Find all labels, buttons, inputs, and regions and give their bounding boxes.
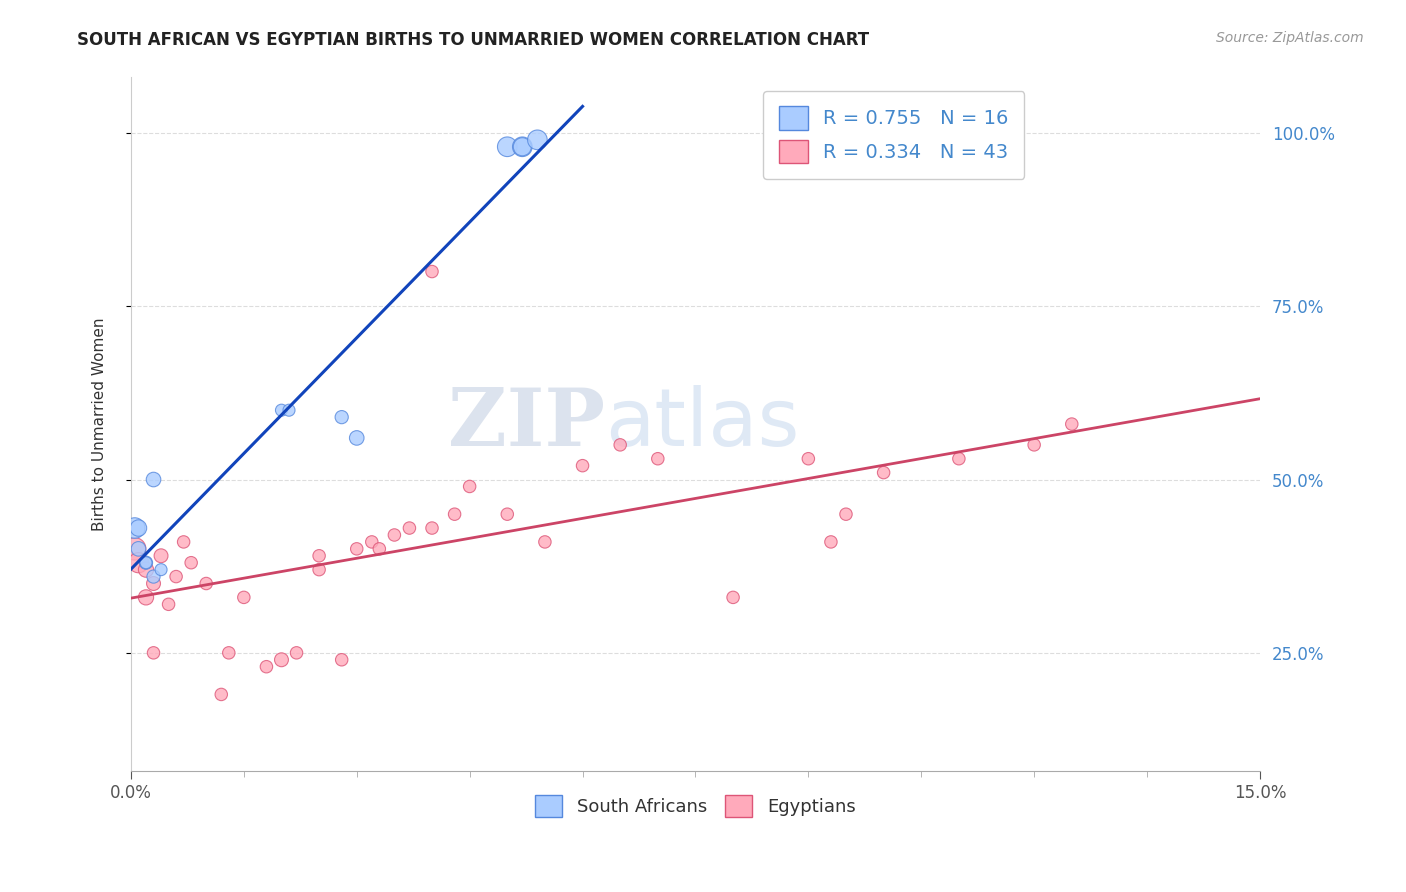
Point [609, 438, 631, 452]
Legend: South Africans, Egyptians: South Africans, Egyptians [529, 788, 863, 824]
Text: Source: ZipAtlas.com: Source: ZipAtlas.com [1216, 31, 1364, 45]
Point [368, 541, 391, 556]
Point [534, 535, 557, 549]
Point [150, 549, 173, 563]
Point [346, 541, 368, 556]
Point [458, 479, 481, 493]
Text: atlas: atlas [605, 385, 800, 463]
Point [142, 473, 165, 487]
Point [308, 563, 330, 577]
Point [142, 576, 165, 591]
Point [330, 653, 353, 667]
Point [135, 556, 157, 570]
Point [195, 576, 218, 591]
Text: SOUTH AFRICAN VS EGYPTIAN BIRTHS TO UNMARRIED WOMEN CORRELATION CHART: SOUTH AFRICAN VS EGYPTIAN BIRTHS TO UNMA… [77, 31, 869, 49]
Point [270, 653, 292, 667]
Point [512, 140, 534, 154]
Point [948, 451, 970, 466]
Point [218, 646, 240, 660]
Point [308, 549, 330, 563]
Point [398, 521, 420, 535]
Point [127, 556, 149, 570]
Point [165, 569, 187, 583]
Point [278, 403, 301, 417]
Point [209, 688, 232, 702]
Point [1024, 438, 1046, 452]
Point [496, 507, 519, 521]
Point [820, 535, 842, 549]
Point [285, 646, 308, 660]
Point [360, 535, 382, 549]
Point [135, 556, 157, 570]
Point [647, 451, 669, 466]
Text: ZIP: ZIP [449, 385, 605, 463]
Point [173, 535, 195, 549]
Point [526, 133, 548, 147]
Point [142, 569, 165, 583]
Point [835, 507, 858, 521]
Point [721, 591, 744, 605]
Point [443, 507, 465, 521]
Point [180, 556, 202, 570]
Point [420, 264, 443, 278]
Point [872, 466, 894, 480]
Point [330, 410, 353, 425]
Point [157, 597, 180, 611]
Point [135, 591, 157, 605]
Point [1060, 417, 1083, 431]
Point [270, 403, 292, 417]
Point [254, 659, 277, 673]
Point [124, 541, 146, 556]
Point [150, 563, 173, 577]
Point [496, 140, 519, 154]
Point [571, 458, 593, 473]
Point [142, 646, 165, 660]
Point [232, 591, 254, 605]
Y-axis label: Births to Unmarried Women: Births to Unmarried Women [93, 318, 107, 531]
Point [124, 521, 146, 535]
Point [382, 528, 405, 542]
Point [512, 140, 534, 154]
Point [127, 541, 149, 556]
Point [346, 431, 368, 445]
Point [420, 521, 443, 535]
Point [127, 521, 149, 535]
Point [135, 563, 157, 577]
Point [797, 451, 820, 466]
